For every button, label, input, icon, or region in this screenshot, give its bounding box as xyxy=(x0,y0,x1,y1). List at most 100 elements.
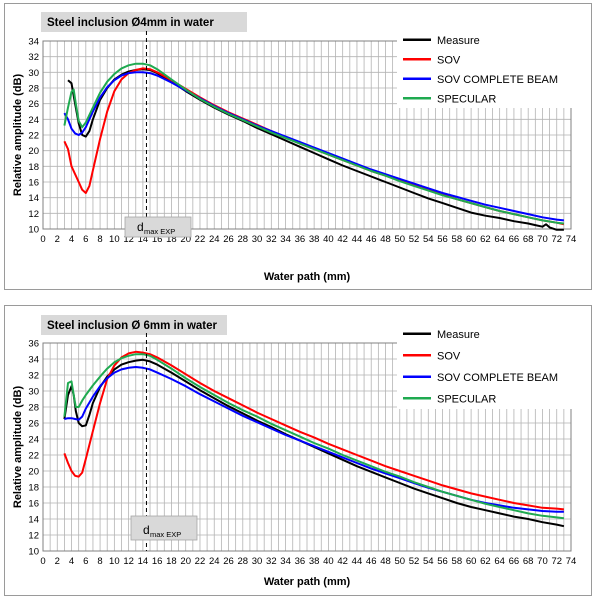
series-lines xyxy=(63,62,565,231)
y-tick-label: 20 xyxy=(28,467,39,478)
x-tick-label: 68 xyxy=(523,234,534,245)
x-tick-label: 42 xyxy=(337,556,348,567)
dmax-label-subscript: max EXP xyxy=(144,227,175,236)
x-tick-label: 50 xyxy=(394,234,405,245)
y-axis-label: Relative amplitude (dB) xyxy=(12,74,24,197)
x-tick-label: 26 xyxy=(223,556,234,567)
dmax-label: d xyxy=(143,523,150,537)
x-tick-label: 48 xyxy=(380,234,391,245)
x-tick-label: 0 xyxy=(40,556,45,567)
y-tick-label: 14 xyxy=(28,515,39,526)
x-tick-label: 70 xyxy=(537,556,548,567)
x-axis-label: Water path (mm) xyxy=(264,576,351,588)
x-tick-label: 8 xyxy=(97,234,102,245)
legend-label: SOV xyxy=(437,54,461,66)
x-tick-label: 14 xyxy=(138,556,149,567)
x-tick-label: 44 xyxy=(352,234,363,245)
plot-area-border xyxy=(42,342,572,552)
y-tick-label: 22 xyxy=(28,131,39,142)
y-tick-label: 16 xyxy=(28,178,39,189)
x-tick-label: 66 xyxy=(509,234,520,245)
x-tick-labels: 0 2 4 6 8 10 12 14 16 18 20 22 24 26 28 30 32 34 36 38 40 42 4… xyxy=(40,234,576,245)
x-tick-label: 16 xyxy=(152,556,163,567)
y-tick-label: 14 xyxy=(28,193,39,204)
legend-label: Measure xyxy=(437,35,480,47)
dmax-label: d xyxy=(137,220,144,234)
x-tick-label: 12 xyxy=(123,234,134,245)
x-tick-labels: 0 2 4 6 8 10 12 14 16 18 20 22 24 26 28 30 32 34 36 38 40 42 4… xyxy=(40,556,576,567)
y-tick-label: 26 xyxy=(28,419,39,430)
x-tick-label: 6 xyxy=(83,234,88,245)
x-tick-label: 54 xyxy=(423,556,434,567)
y-tick-label: 10 xyxy=(28,225,39,236)
x-tick-label: 18 xyxy=(166,234,177,245)
x-tick-label: 34 xyxy=(280,556,291,567)
x-tick-label: 36 xyxy=(295,234,306,245)
x-tick-label: 68 xyxy=(523,556,534,567)
y-tick-label: 20 xyxy=(28,146,39,157)
y-tick-label: 24 xyxy=(28,435,39,446)
x-tick-label: 70 xyxy=(537,234,548,245)
x-tick-label: 60 xyxy=(466,234,477,245)
chart-panel-6mm: Steel inclusion Ø 6mm in water 0 2 4 6 8 10 12 1… xyxy=(4,305,592,596)
x-tick-label: 52 xyxy=(409,556,420,567)
x-tick-label: 46 xyxy=(366,556,377,567)
y-tick-label: 32 xyxy=(28,52,39,63)
legend-label: SOV xyxy=(437,350,461,362)
x-tick-label: 8 xyxy=(97,556,102,567)
x-tick-label: 64 xyxy=(494,556,505,567)
legend-label: Measure xyxy=(437,329,480,341)
x-tick-label: 62 xyxy=(480,234,491,245)
legend-background xyxy=(397,30,585,108)
y-tick-label: 16 xyxy=(28,499,39,510)
x-tick-label: 14 xyxy=(138,234,149,245)
x-tick-label: 28 xyxy=(237,556,248,567)
legend: Measure SOV SOV COMPLETE BEAM SPECULAR xyxy=(397,323,585,409)
x-tick-label: 64 xyxy=(494,234,505,245)
x-tick-label: 16 xyxy=(152,234,163,245)
legend-label: SOV COMPLETE BEAM xyxy=(437,74,558,86)
x-tick-label: 72 xyxy=(551,556,562,567)
y-tick-label: 26 xyxy=(28,99,39,110)
legend-label: SOV COMPLETE BEAM xyxy=(437,372,558,384)
series-line-measure xyxy=(63,358,565,528)
x-tick-label: 2 xyxy=(55,234,60,245)
legend-label: SPECULAR xyxy=(437,93,496,105)
x-tick-label: 54 xyxy=(423,234,434,245)
series-line-specular xyxy=(63,353,565,520)
x-tick-label: 62 xyxy=(480,556,491,567)
series-line-specular xyxy=(63,62,565,225)
x-tick-label: 10 xyxy=(109,556,120,567)
x-tick-label: 44 xyxy=(352,556,363,567)
x-tick-label: 2 xyxy=(55,556,60,567)
x-tick-label: 12 xyxy=(123,556,134,567)
x-tick-label: 0 xyxy=(40,234,45,245)
x-tick-label: 36 xyxy=(295,556,306,567)
x-tick-label: 20 xyxy=(180,556,191,567)
x-tick-label: 52 xyxy=(409,234,420,245)
title-background xyxy=(41,315,227,335)
chart-panel-4mm: Steel inclusion Ø4mm in water 0 2 4 6 8 10 12 14… xyxy=(4,3,592,290)
y-tick-label: 32 xyxy=(28,371,39,382)
x-tick-label: 46 xyxy=(366,234,377,245)
x-tick-label: 58 xyxy=(452,234,463,245)
x-tick-label: 72 xyxy=(551,234,562,245)
x-tick-label: 28 xyxy=(237,234,248,245)
chart-svg-4mm: Steel inclusion Ø4mm in water 0 2 4 6 8 10 12 14… xyxy=(12,12,585,283)
series-lines xyxy=(63,350,565,528)
y-tick-label: 30 xyxy=(28,387,39,398)
x-tick-label: 48 xyxy=(380,556,391,567)
x-tick-label: 40 xyxy=(323,234,334,245)
y-tick-label: 36 xyxy=(28,339,39,350)
x-tick-label: 42 xyxy=(337,234,348,245)
x-axis-label: Water path (mm) xyxy=(264,271,351,283)
y-tick-label: 34 xyxy=(28,355,39,366)
chart-title-box: Steel inclusion Ø4mm in water xyxy=(41,12,247,32)
x-tick-label: 38 xyxy=(309,556,320,567)
x-tick-label: 18 xyxy=(166,556,177,567)
dmax-label-subscript: max EXP xyxy=(150,530,181,539)
y-tick-label: 28 xyxy=(28,84,39,95)
y-tick-label: 12 xyxy=(28,209,39,220)
series-line-measure xyxy=(67,68,564,231)
